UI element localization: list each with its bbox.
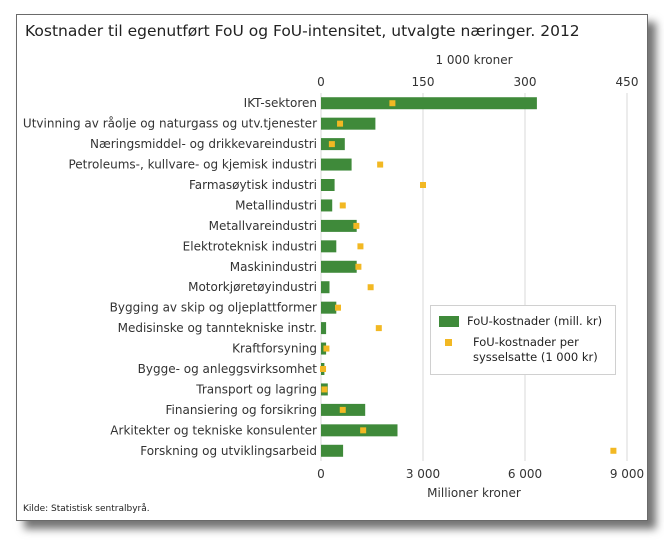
category-label: IKT-sektoren	[244, 96, 317, 110]
intensity-marker	[375, 325, 382, 332]
x-top-axis-label: 1 000 kroner	[435, 53, 512, 67]
category-label: Kraftforsyning	[232, 342, 317, 356]
chart-frame: Kostnader til egenutført FoU og FoU-inte…	[16, 14, 648, 521]
bar	[321, 158, 352, 171]
bar	[321, 260, 357, 273]
category-label: Finansiering og forsikring	[166, 403, 318, 417]
x-bottom-axis-label: Millioner kroner	[427, 486, 521, 500]
intensity-marker	[389, 100, 396, 107]
intensity-marker	[339, 202, 346, 209]
category-label: Næringsmiddel- og drikkevareindustri	[90, 137, 317, 151]
intensity-marker	[357, 243, 364, 250]
bar	[321, 281, 330, 294]
x-top-tick-label: 450	[616, 75, 639, 89]
bar	[321, 444, 344, 457]
intensity-marker	[360, 427, 367, 434]
intensity-marker	[377, 161, 384, 168]
x-top-tick-label: 150	[412, 75, 435, 89]
x-top-tick-label: 0	[317, 75, 325, 89]
category-label: Arkitekter og tekniske konsulenter	[110, 423, 317, 437]
intensity-marker	[367, 284, 374, 291]
x-bottom-tick-label: 6 000	[508, 467, 542, 481]
category-label: Bygge- og anleggsvirksomhet	[138, 362, 318, 376]
category-label: Transport og lagring	[195, 382, 317, 396]
intensity-marker	[323, 345, 330, 352]
chart-title: Kostnader til egenutført FoU og FoU-inte…	[25, 22, 580, 40]
x-bottom-tick-label: 3 000	[406, 467, 440, 481]
legend-label-dots: FoU-kostnader per sysselsatte (1 000 kr)	[473, 335, 598, 364]
legend-label-bars: FoU-kostnader (mill. kr)	[467, 314, 603, 328]
category-label: Bygging av skip og oljeplattformer	[110, 301, 317, 315]
bar	[321, 322, 327, 335]
bar	[321, 240, 337, 253]
x-top-tick-label: 300	[514, 75, 537, 89]
intensity-marker	[337, 120, 344, 127]
category-label: Forskning og utviklingsarbeid	[140, 444, 317, 458]
intensity-marker	[353, 222, 360, 229]
x-bottom-tick-label: 9 000	[610, 467, 644, 481]
intensity-marker	[328, 141, 335, 148]
bar	[321, 301, 337, 314]
bar	[321, 424, 398, 437]
category-label: Petroleums-, kullvare- og kjemisk indust…	[68, 158, 317, 172]
bar	[321, 97, 537, 110]
category-label: Elektroteknisk industri	[183, 239, 317, 253]
category-label: Farmasøytisk industri	[189, 178, 317, 192]
intensity-marker	[355, 263, 362, 270]
source-note: Kilde: Statistisk sentralbyrå.	[23, 504, 150, 514]
legend-dot-swatch	[445, 339, 452, 346]
intensity-marker	[420, 182, 426, 188]
bar	[321, 199, 333, 212]
x-bottom-tick-label: 0	[317, 467, 325, 481]
intensity-marker	[335, 304, 341, 311]
intensity-marker	[321, 386, 328, 393]
intensity-marker	[320, 366, 327, 372]
legend: FoU-kostnader (mill. kr) FoU-kostnader p…	[430, 305, 616, 375]
intensity-marker	[339, 406, 346, 413]
category-label: Medisinske og tanntekniske instr.	[118, 321, 317, 335]
intensity-marker	[610, 447, 617, 454]
category-label: Motorkjøretøyindustri	[188, 280, 317, 294]
category-label: Metallindustri	[235, 198, 317, 212]
bar	[321, 179, 335, 191]
legend-item-dots: FoU-kostnader per sysselsatte (1 000 kr)	[439, 335, 605, 365]
category-label: Maskinindustri	[230, 260, 317, 274]
category-label: Metallvareindustri	[209, 219, 317, 233]
legend-item-bars: FoU-kostnader (mill. kr)	[439, 314, 602, 329]
bar	[321, 219, 357, 232]
legend-bar-swatch	[439, 316, 459, 327]
chart-svg: 1 000 kroner 0 150 300 450 0 3 000 6 000 9 000 Mi…	[23, 53, 644, 500]
category-label: Utvinning av råolje og naturgass og utv.…	[23, 117, 317, 131]
bar	[321, 117, 376, 130]
